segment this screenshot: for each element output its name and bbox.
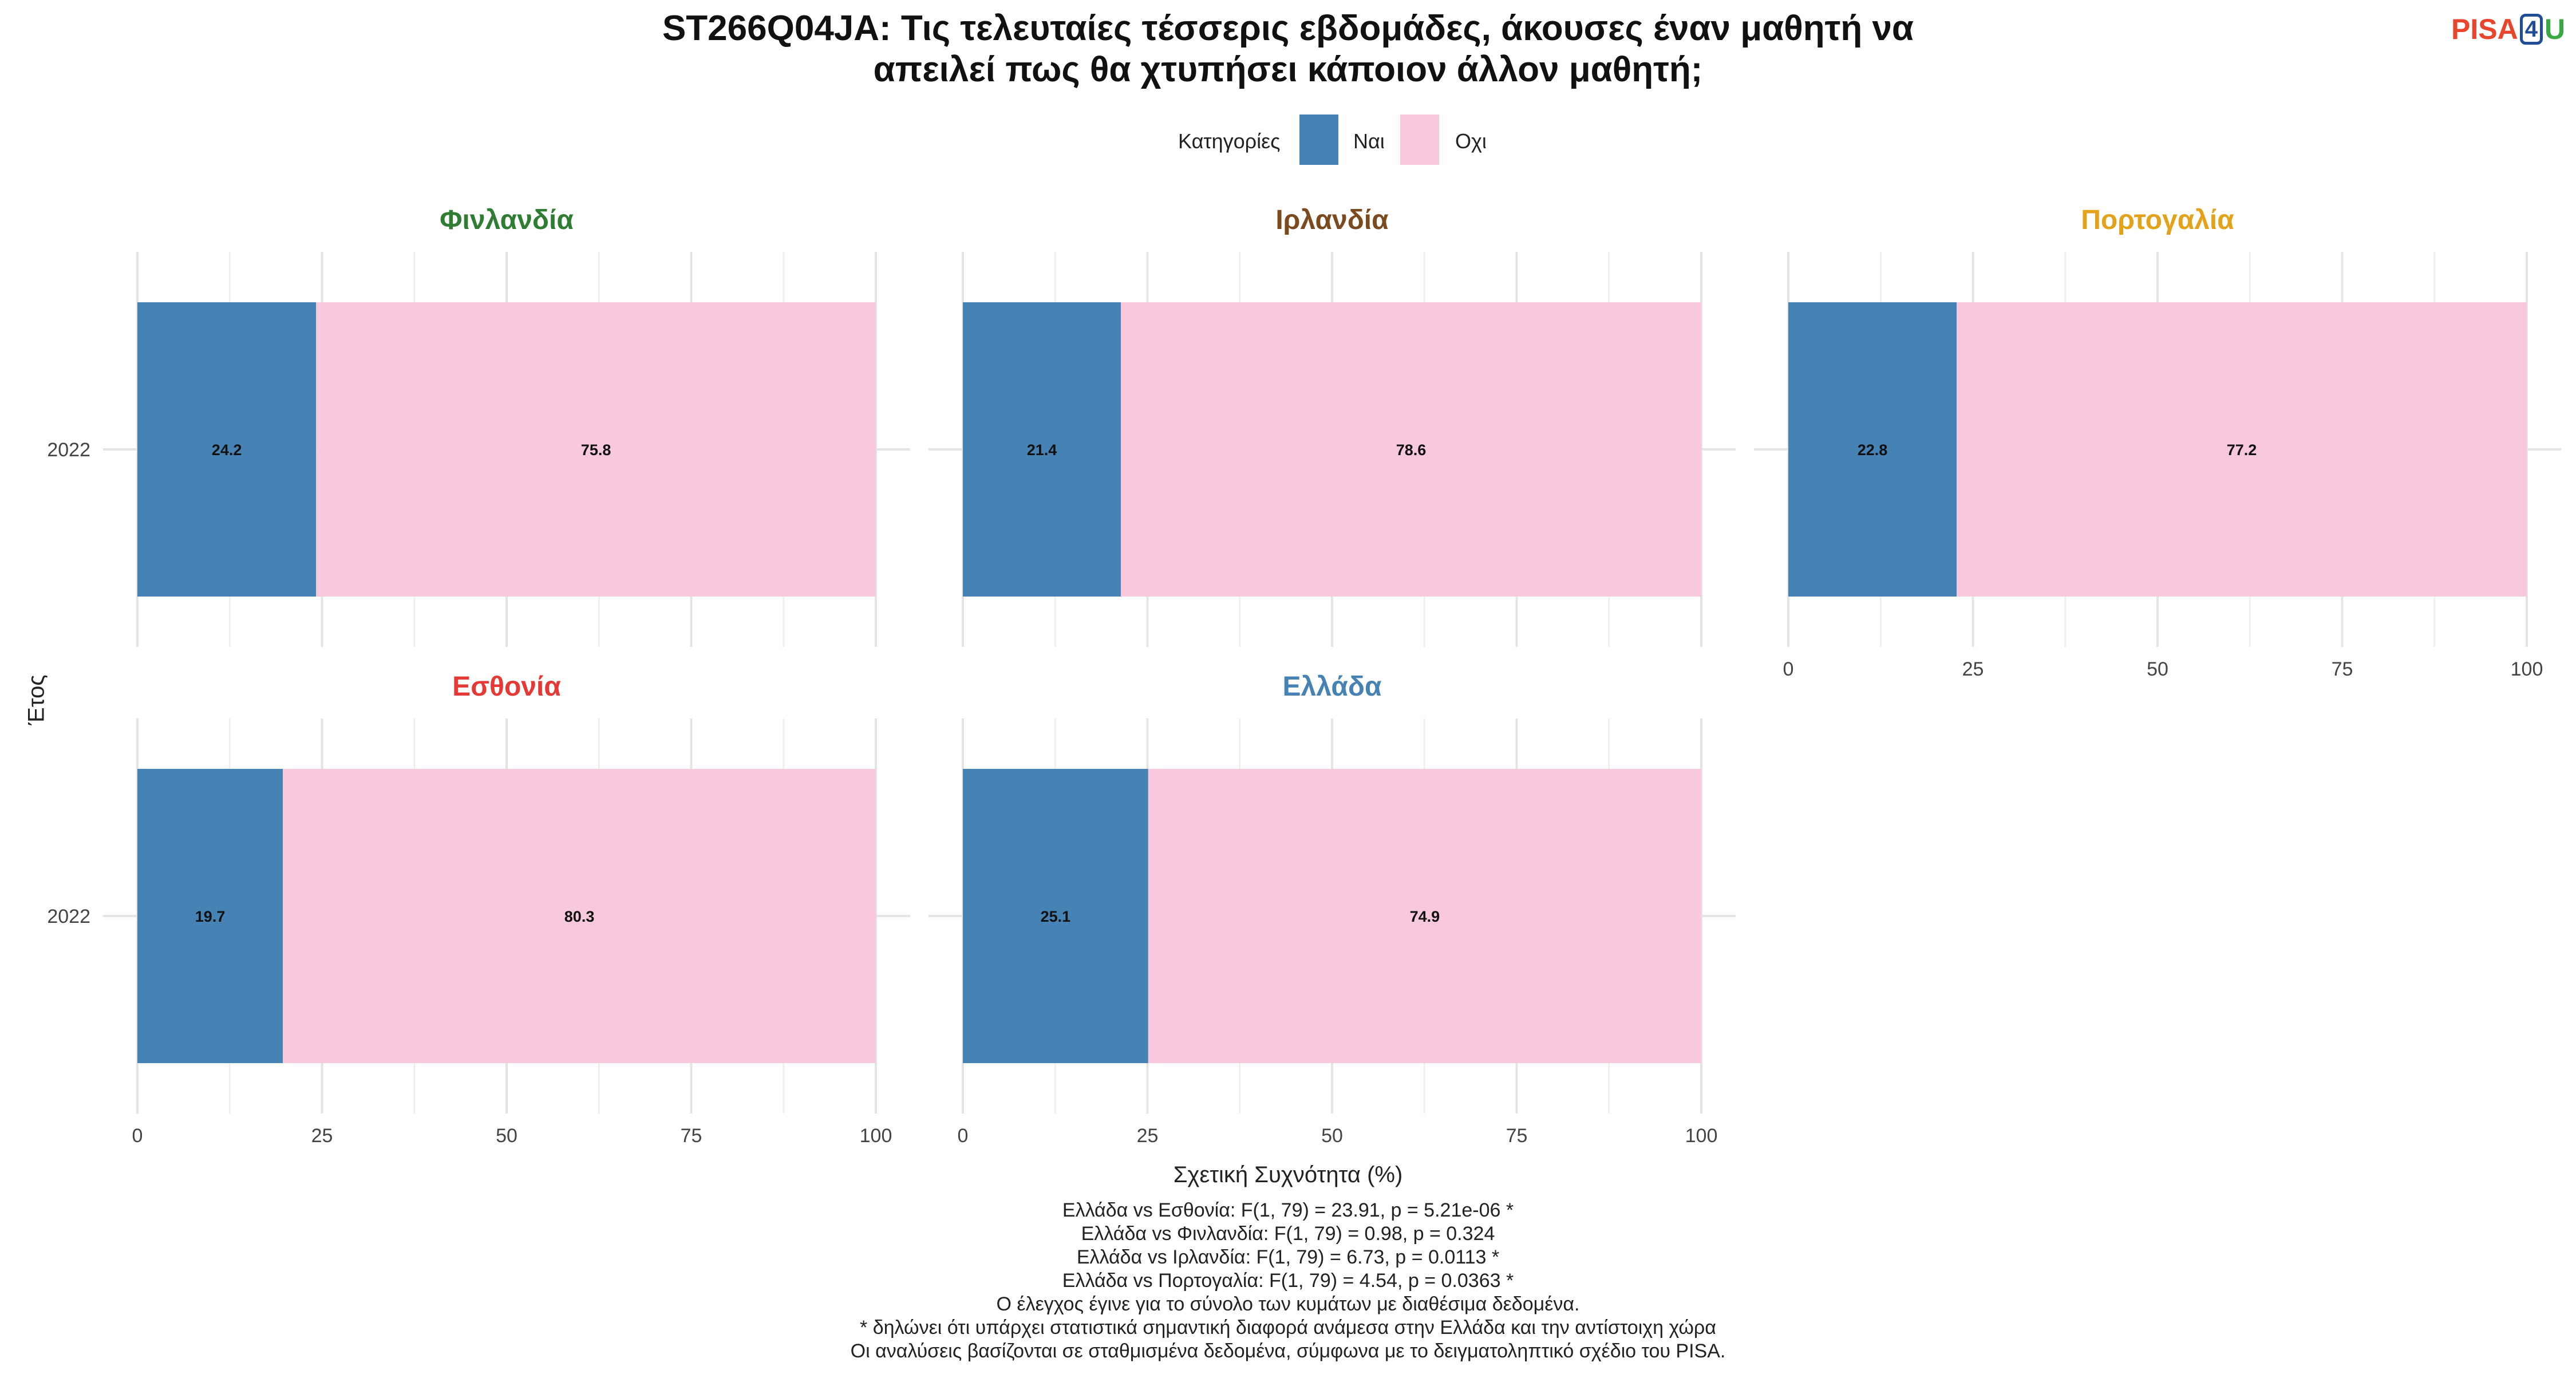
panel-3-x-tick-label: 0 <box>132 1125 143 1147</box>
panel-0-bar-no <box>316 302 876 597</box>
footnote-line: Ελλάδα vs Ιρλανδία: F(1, 79) = 6.73, p =… <box>1076 1246 1500 1268</box>
panel-2-bar-no <box>1957 302 2527 597</box>
panel-4-x-tick-label: 100 <box>1685 1125 1718 1147</box>
panel-4-x-tick-label: 25 <box>1137 1125 1159 1147</box>
panel-2-data-label-yes: 22.8 <box>1858 441 1888 459</box>
logo-text-u: U <box>2544 13 2566 45</box>
chart-title-line-2: απειλεί πως θα χτυπήσει κάποιον άλλον μα… <box>873 50 1703 89</box>
y-axis-label: Έτος <box>23 674 49 725</box>
panel-0-bar-yes <box>137 302 317 597</box>
panel-4-x-tick-label: 50 <box>1321 1125 1343 1147</box>
panel-1-data-label-yes: 21.4 <box>1027 441 1057 459</box>
panel-4-title: Ελλάδα <box>1283 672 1382 702</box>
pisa4u-logo: PISA 4 U <box>2451 13 2565 46</box>
panel-1-bar-no <box>1121 302 1701 597</box>
panel-4-data-label-no: 74.9 <box>1410 908 1440 925</box>
panel-0-y-tick-label: 2022 <box>47 439 90 461</box>
logo-text-pisa: PISA <box>2451 13 2518 45</box>
panel-3-title: Εσθονία <box>452 672 561 702</box>
footnote-line: * δηλώνει ότι υπάρχει στατιστικά σημαντι… <box>860 1317 1716 1339</box>
panel-0-data-label-no: 75.8 <box>581 441 611 459</box>
legend-swatch-yes <box>1299 114 1338 165</box>
footnote-line: Ελλάδα vs Φινλανδία: F(1, 79) = 0.98, p … <box>1081 1223 1495 1245</box>
panel-0-data-label-yes: 24.2 <box>212 441 242 459</box>
panel-2-x-tick-label: 0 <box>1783 658 1794 680</box>
panel-3-bar-yes <box>137 769 283 1063</box>
logo-text-4: 4 <box>2519 14 2543 45</box>
x-axis-label: Σχετική Συχνότητα (%) <box>1173 1162 1403 1187</box>
footnote-line: Ελλάδα vs Εσθονία: F(1, 79) = 23.91, p =… <box>1062 1199 1514 1221</box>
panel-1-data-label-no: 78.6 <box>1396 441 1427 459</box>
legend-swatch-no <box>1400 114 1439 165</box>
panel-2-bar-yes <box>1788 302 1957 597</box>
chart-title-line-1: ST266Q04JA: Τις τελευταίες τέσσερις εβδο… <box>662 9 1914 48</box>
legend-title: Κατηγορίες <box>1178 129 1281 153</box>
panel-3-x-tick-label: 100 <box>860 1125 892 1147</box>
footnote-line: Ο έλεγχος έγινε για το σύνολο των κυμάτω… <box>996 1293 1580 1315</box>
panel-2-x-tick-label: 50 <box>2147 658 2168 680</box>
panel-4-bar-yes <box>963 769 1148 1063</box>
footnotes: Ελλάδα vs Εσθονία: F(1, 79) = 23.91, p =… <box>0 1199 2576 1363</box>
panel-4-x-tick-label: 75 <box>1506 1125 1528 1147</box>
panel-4-bar-no <box>1148 769 1701 1063</box>
legend-label-yes: Ναι <box>1353 129 1385 153</box>
panel-2-x-tick-label: 75 <box>2332 658 2353 680</box>
panel-3-x-tick-label: 50 <box>496 1125 517 1147</box>
footnote-line: Οι αναλύσεις βασίζονται σε σταθμισμένα δ… <box>850 1340 1726 1362</box>
panel-1-title: Ιρλανδία <box>1275 205 1389 235</box>
panel-1-bar-yes <box>963 302 1121 597</box>
panel-3-data-label-no: 80.3 <box>564 908 595 925</box>
panel-3-data-label-yes: 19.7 <box>195 908 226 925</box>
panel-3-bar-no <box>283 769 876 1063</box>
footnote-line: Ελλάδα vs Πορτογαλία: F(1, 79) = 4.54, p… <box>1062 1270 1514 1292</box>
panel-3-y-tick-label: 2022 <box>47 906 90 927</box>
panel-2-data-label-no: 77.2 <box>2227 441 2257 459</box>
legend-label-no: Οχι <box>1455 129 1487 153</box>
panel-3-x-tick-label: 75 <box>681 1125 702 1147</box>
panel-3-x-tick-label: 25 <box>311 1125 333 1147</box>
panel-4-x-tick-label: 0 <box>958 1125 969 1147</box>
panel-2-title: Πορτογαλία <box>2081 205 2234 235</box>
panel-4-data-label-yes: 25.1 <box>1041 908 1071 925</box>
panel-0-title: Φινλανδία <box>440 205 574 235</box>
panel-2-x-tick-label: 25 <box>1962 658 1984 680</box>
panel-2-x-tick-label: 100 <box>2511 658 2543 680</box>
